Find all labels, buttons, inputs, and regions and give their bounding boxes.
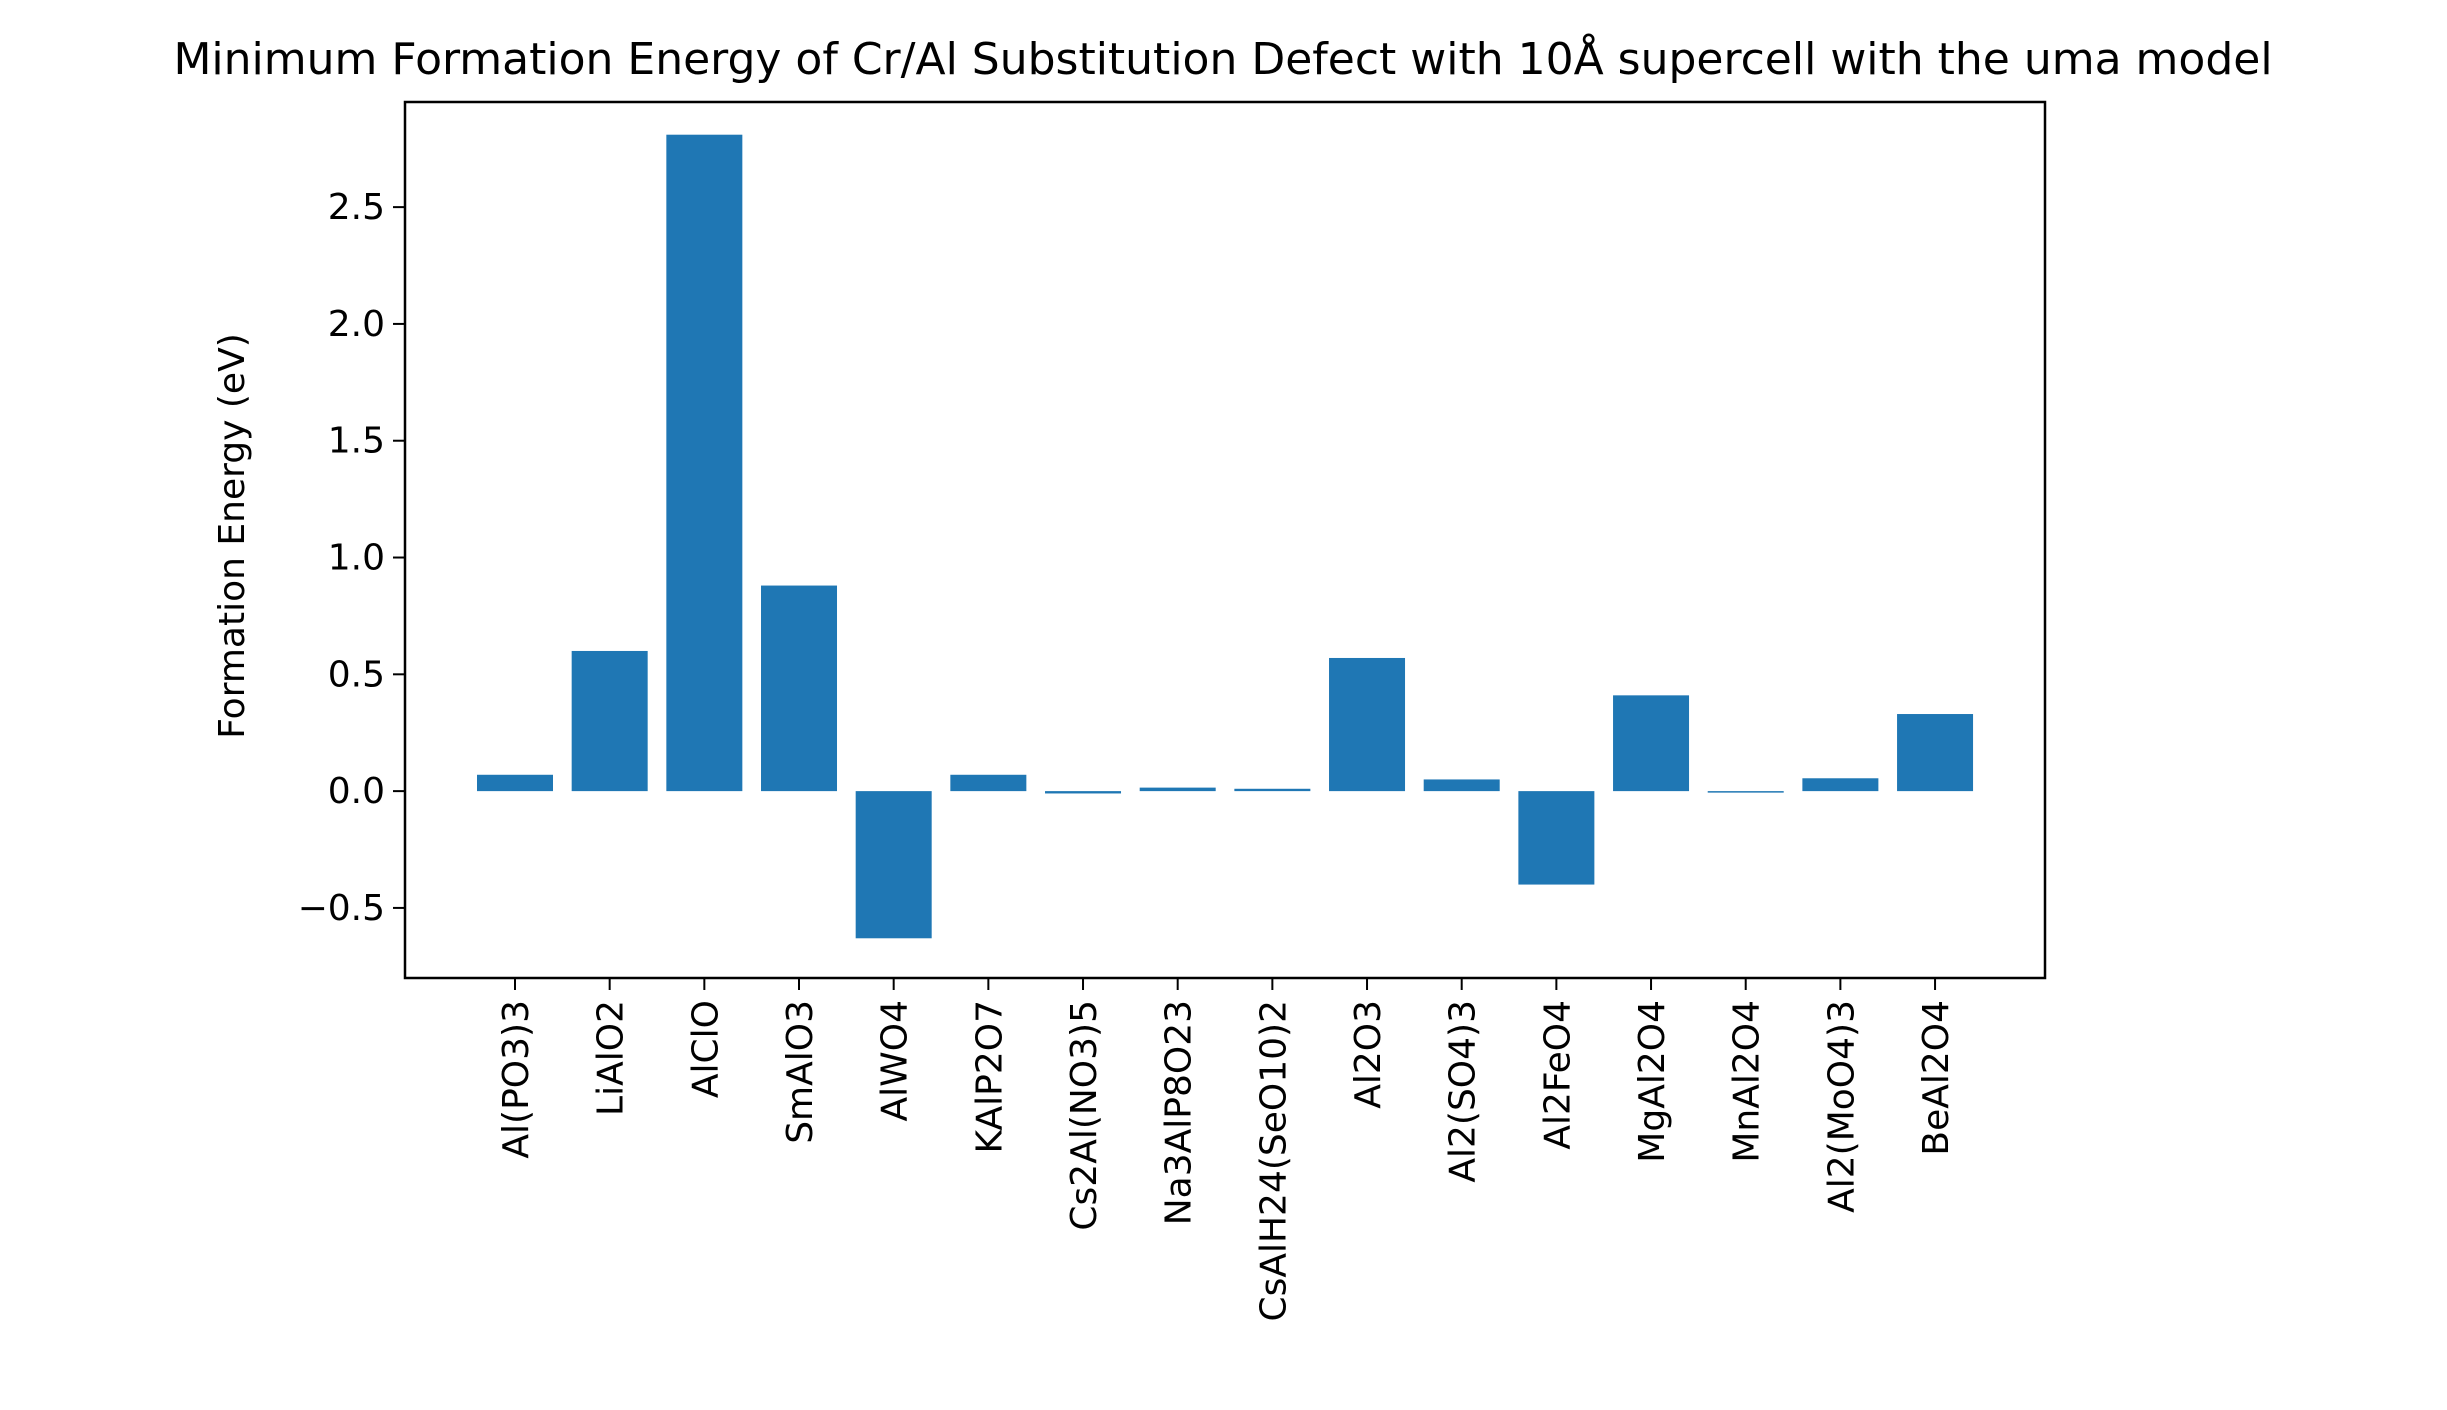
bar-4: [855, 791, 932, 939]
y-axis-ticks: −0.5 0.0 0.5 1.0 1.5 2.0 2.5: [298, 187, 405, 929]
bar-11: [1518, 791, 1595, 885]
bar-5: [950, 774, 1027, 792]
x-tick-label: Na3AlP8O23: [1159, 1000, 1200, 1225]
bar-2: [666, 134, 743, 792]
bar-10: [1423, 779, 1500, 792]
bar-15: [1897, 714, 1974, 792]
x-tick-label: Cs2Al(NO3)5: [1064, 1000, 1105, 1231]
bar-6: [1045, 791, 1122, 794]
bar-12: [1613, 695, 1690, 792]
y-tick-label: −0.5: [298, 888, 385, 929]
y-tick-label: 1.0: [328, 538, 385, 579]
y-tick-label: 0.0: [328, 771, 385, 812]
bar-0: [477, 774, 553, 792]
x-tick-label: AlWO4: [875, 1000, 916, 1121]
y-tick-label: 2.0: [328, 304, 385, 345]
y-tick-label: 1.5: [328, 421, 385, 462]
x-tick-label: Al2(SO4)3: [1443, 1000, 1484, 1183]
x-tick-label: BeAl2O4: [1916, 1000, 1957, 1156]
y-tick-label: 2.5: [328, 187, 385, 228]
bar-9: [1329, 657, 1406, 792]
x-axis-ticks: Al(PO3)3 LiAlO2 AlClO SmAlO3 AlWO4 KAlP2O7 Cs2…: [496, 978, 1957, 1322]
x-tick-label: Al(PO3)3: [496, 1000, 537, 1159]
x-tick-label: KAlP2O7: [969, 1000, 1010, 1153]
x-tick-label: AlClO: [685, 1000, 726, 1098]
bar-8: [1234, 788, 1311, 792]
x-tick-label: Al2FeO4: [1537, 1000, 1578, 1150]
x-tick-label: SmAlO3: [780, 1000, 821, 1144]
bars-group: [477, 134, 1974, 939]
bar-3: [761, 585, 838, 792]
bar-14: [1802, 778, 1879, 792]
y-tick-label: 0.5: [328, 654, 385, 695]
x-tick-label: Al2(MoO4)3: [1821, 1000, 1862, 1213]
y-axis-label: Formation Energy (eV): [212, 333, 253, 739]
x-tick-label: MgAl2O4: [1632, 1000, 1673, 1163]
x-tick-label: LiAlO2: [591, 1000, 632, 1116]
x-tick-label: MnAl2O4: [1727, 1000, 1768, 1163]
bar-7: [1139, 787, 1216, 792]
x-tick-label: Al2O3: [1348, 1000, 1389, 1109]
plot-frame: [403, 100, 2047, 980]
chart-title: Minimum Formation Energy of Cr/Al Substi…: [173, 32, 2272, 85]
x-tick-label: CsAlH24(SeO10)2: [1253, 1000, 1294, 1322]
bar-13: [1707, 791, 1784, 793]
bar-1: [571, 650, 648, 792]
